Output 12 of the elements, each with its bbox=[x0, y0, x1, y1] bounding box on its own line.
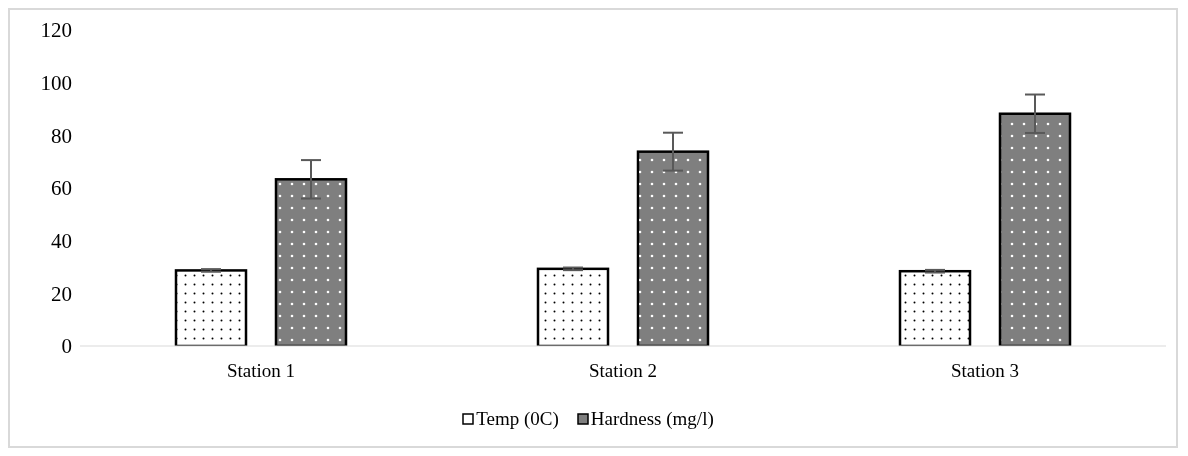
y-tick-label: 0 bbox=[61, 334, 72, 359]
y-tick-label: 100 bbox=[40, 71, 72, 96]
legend-label: Hardness (mg/l) bbox=[590, 408, 714, 430]
y-tick-label: 60 bbox=[51, 176, 72, 201]
legend-label: Temp (0C) bbox=[476, 408, 559, 430]
x-tick-label: Station 1 bbox=[226, 360, 296, 382]
y-tick-label: 40 bbox=[51, 229, 72, 254]
y-tick-label: 120 bbox=[40, 18, 72, 43]
y-tick-label: 20 bbox=[51, 281, 72, 306]
x-tick-label: Station 3 bbox=[950, 360, 1020, 382]
x-tick-label: Station 2 bbox=[588, 360, 658, 382]
y-tick-label: 80 bbox=[51, 123, 72, 148]
